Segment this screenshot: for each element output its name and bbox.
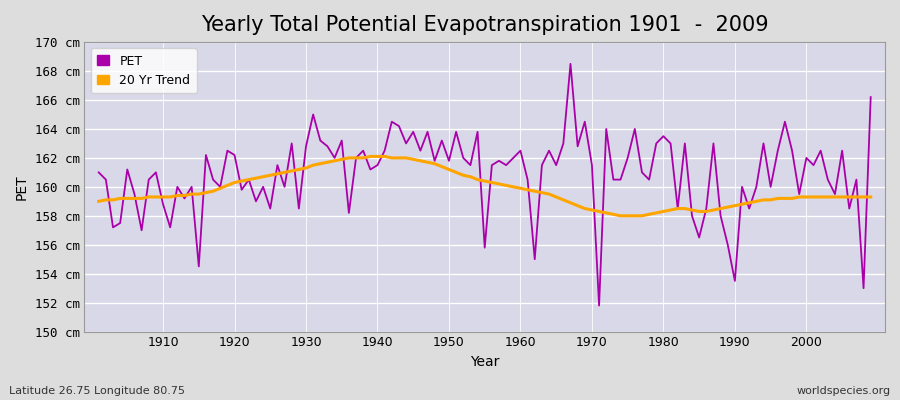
X-axis label: Year: Year: [470, 355, 500, 369]
Legend: PET, 20 Yr Trend: PET, 20 Yr Trend: [91, 48, 197, 93]
Text: Latitude 26.75 Longitude 80.75: Latitude 26.75 Longitude 80.75: [9, 386, 185, 396]
Line: PET: PET: [99, 64, 870, 306]
20 Yr Trend: [150, 194, 161, 199]
Y-axis label: PET: PET: [15, 174, 29, 200]
20 Yr Trend: [865, 194, 876, 199]
PET: [515, 148, 526, 153]
PET: [865, 95, 876, 100]
20 Yr Trend: [608, 212, 619, 217]
PET: [308, 112, 319, 117]
20 Yr Trend: [351, 156, 362, 160]
PET: [565, 62, 576, 66]
PET: [94, 170, 104, 175]
Line: 20 Yr Trend: 20 Yr Trend: [99, 156, 870, 216]
20 Yr Trend: [522, 187, 533, 192]
PET: [594, 303, 605, 308]
20 Yr Trend: [94, 199, 104, 204]
20 Yr Trend: [515, 186, 526, 191]
20 Yr Trend: [615, 213, 626, 218]
PET: [508, 156, 518, 160]
PET: [615, 177, 626, 182]
20 Yr Trend: [364, 154, 375, 159]
Title: Yearly Total Potential Evapotranspiration 1901  -  2009: Yearly Total Potential Evapotranspiratio…: [201, 15, 769, 35]
Text: worldspecies.org: worldspecies.org: [796, 386, 891, 396]
PET: [351, 156, 362, 160]
PET: [150, 170, 161, 175]
20 Yr Trend: [308, 163, 319, 168]
